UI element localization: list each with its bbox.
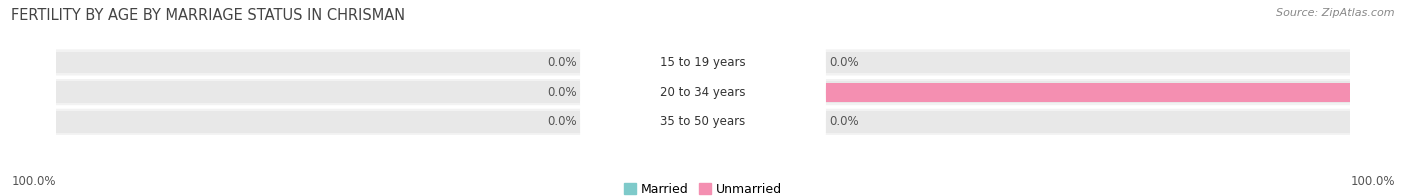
- Text: 35 to 50 years: 35 to 50 years: [661, 115, 745, 128]
- Bar: [586, 83, 703, 102]
- FancyBboxPatch shape: [581, 38, 825, 146]
- Bar: [56, 81, 1350, 103]
- Bar: [820, 83, 1406, 102]
- Text: 100.0%: 100.0%: [1350, 175, 1395, 188]
- FancyBboxPatch shape: [24, 79, 1382, 105]
- FancyBboxPatch shape: [24, 109, 1382, 135]
- Bar: [56, 52, 1350, 73]
- FancyBboxPatch shape: [24, 49, 1382, 75]
- FancyBboxPatch shape: [581, 8, 825, 116]
- Text: 100.0%: 100.0%: [11, 175, 56, 188]
- Bar: [56, 111, 1350, 132]
- Text: 15 to 19 years: 15 to 19 years: [661, 56, 745, 69]
- Text: 0.0%: 0.0%: [547, 56, 576, 69]
- Legend: Married, Unmarried: Married, Unmarried: [624, 183, 782, 196]
- Bar: [586, 113, 703, 131]
- Bar: [586, 53, 703, 72]
- Text: 0.0%: 0.0%: [547, 86, 576, 99]
- Text: 0.0%: 0.0%: [547, 115, 576, 128]
- Text: 0.0%: 0.0%: [830, 56, 859, 69]
- Text: 20 to 34 years: 20 to 34 years: [661, 86, 745, 99]
- Text: FERTILITY BY AGE BY MARRIAGE STATUS IN CHRISMAN: FERTILITY BY AGE BY MARRIAGE STATUS IN C…: [11, 8, 405, 23]
- Text: 0.0%: 0.0%: [830, 115, 859, 128]
- FancyBboxPatch shape: [581, 68, 825, 176]
- Text: Source: ZipAtlas.com: Source: ZipAtlas.com: [1277, 8, 1395, 18]
